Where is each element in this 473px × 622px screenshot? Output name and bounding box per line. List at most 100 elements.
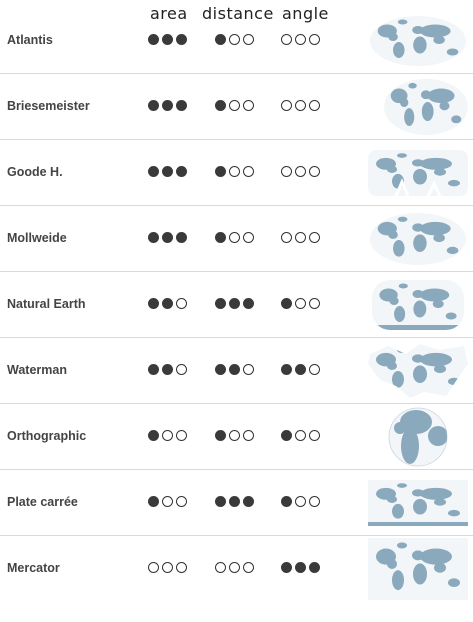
empty-dot-icon — [162, 430, 173, 441]
filled-dot-icon — [148, 34, 159, 45]
projection-name: Mollweide — [7, 231, 67, 245]
empty-dot-icon — [295, 430, 306, 441]
angle-rating — [281, 430, 320, 444]
distance-rating — [215, 364, 254, 378]
empty-dot-icon — [309, 100, 320, 111]
area-rating — [148, 100, 187, 114]
area-rating — [148, 364, 187, 378]
filled-dot-icon — [148, 232, 159, 243]
filled-dot-icon — [176, 100, 187, 111]
filled-dot-icon — [215, 364, 226, 375]
filled-dot-icon — [148, 430, 159, 441]
projection-name: Waterman — [7, 363, 67, 377]
filled-dot-icon — [215, 34, 226, 45]
filled-dot-icon — [162, 166, 173, 177]
angle-rating — [281, 166, 320, 180]
filled-dot-icon — [215, 166, 226, 177]
empty-dot-icon — [281, 166, 292, 177]
empty-dot-icon — [148, 562, 159, 573]
projection-table: Atlantis Briesemeister Goode H. Mollweide Na… — [0, 8, 473, 601]
empty-dot-icon — [229, 100, 240, 111]
filled-dot-icon — [148, 100, 159, 111]
empty-dot-icon — [295, 166, 306, 177]
empty-dot-icon — [162, 496, 173, 507]
distance-rating — [215, 562, 254, 576]
plate-carree-map-icon — [368, 480, 468, 526]
filled-dot-icon — [215, 496, 226, 507]
empty-dot-icon — [176, 562, 187, 573]
empty-dot-icon — [309, 364, 320, 375]
empty-dot-icon — [243, 34, 254, 45]
filled-dot-icon — [309, 562, 320, 573]
empty-dot-icon — [243, 100, 254, 111]
filled-dot-icon — [215, 100, 226, 111]
filled-dot-icon — [176, 232, 187, 243]
filled-dot-icon — [162, 232, 173, 243]
header-distance: distance — [202, 4, 274, 23]
goode-map-icon — [368, 150, 468, 197]
filled-dot-icon — [281, 430, 292, 441]
mercator-map-icon — [368, 538, 468, 600]
empty-dot-icon — [243, 364, 254, 375]
empty-dot-icon — [281, 100, 292, 111]
filled-dot-icon — [162, 298, 173, 309]
filled-dot-icon — [229, 298, 240, 309]
filled-dot-icon — [215, 298, 226, 309]
empty-dot-icon — [176, 496, 187, 507]
table-row: Plate carrée — [0, 470, 473, 536]
empty-dot-icon — [295, 34, 306, 45]
filled-dot-icon — [281, 364, 292, 375]
angle-rating — [281, 496, 320, 510]
area-rating — [148, 496, 187, 510]
empty-dot-icon — [309, 430, 320, 441]
filled-dot-icon — [148, 496, 159, 507]
area-rating — [148, 562, 187, 576]
empty-dot-icon — [309, 298, 320, 309]
distance-rating — [215, 298, 254, 312]
filled-dot-icon — [243, 298, 254, 309]
filled-dot-icon — [295, 562, 306, 573]
angle-rating — [281, 562, 320, 576]
filled-dot-icon — [215, 232, 226, 243]
distance-rating — [215, 232, 254, 246]
area-rating — [148, 34, 187, 48]
projection-name: Briesemeister — [7, 99, 90, 113]
table-row: Goode H. — [0, 140, 473, 206]
header-area: area — [150, 4, 188, 23]
angle-rating — [281, 100, 320, 114]
empty-dot-icon — [162, 562, 173, 573]
mollweide-map-icon — [370, 213, 466, 265]
atlantis-map-icon — [370, 16, 466, 66]
natural-earth-map-icon — [372, 280, 464, 330]
projection-name: Atlantis — [7, 33, 53, 47]
filled-dot-icon — [229, 496, 240, 507]
filled-dot-icon — [148, 298, 159, 309]
table-row: Mollweide — [0, 206, 473, 272]
projection-name: Plate carrée — [7, 495, 78, 509]
table-row: Orthographic — [0, 404, 473, 470]
table-row: Waterman — [0, 338, 473, 404]
angle-rating — [281, 364, 320, 378]
empty-dot-icon — [229, 166, 240, 177]
area-rating — [148, 166, 187, 180]
distance-rating — [215, 496, 254, 510]
filled-dot-icon — [243, 496, 254, 507]
area-rating — [148, 298, 187, 312]
waterman-map-icon — [368, 344, 468, 398]
filled-dot-icon — [281, 562, 292, 573]
empty-dot-icon — [295, 232, 306, 243]
projection-name: Mercator — [7, 561, 60, 575]
empty-dot-icon — [281, 232, 292, 243]
filled-dot-icon — [281, 298, 292, 309]
angle-rating — [281, 34, 320, 48]
table-row: Natural Earth — [0, 272, 473, 338]
empty-dot-icon — [309, 34, 320, 45]
empty-dot-icon — [243, 232, 254, 243]
projection-name: Natural Earth — [7, 297, 86, 311]
distance-rating — [215, 100, 254, 114]
empty-dot-icon — [309, 232, 320, 243]
distance-rating — [215, 34, 254, 48]
empty-dot-icon — [243, 562, 254, 573]
empty-dot-icon — [215, 562, 226, 573]
filled-dot-icon — [148, 166, 159, 177]
